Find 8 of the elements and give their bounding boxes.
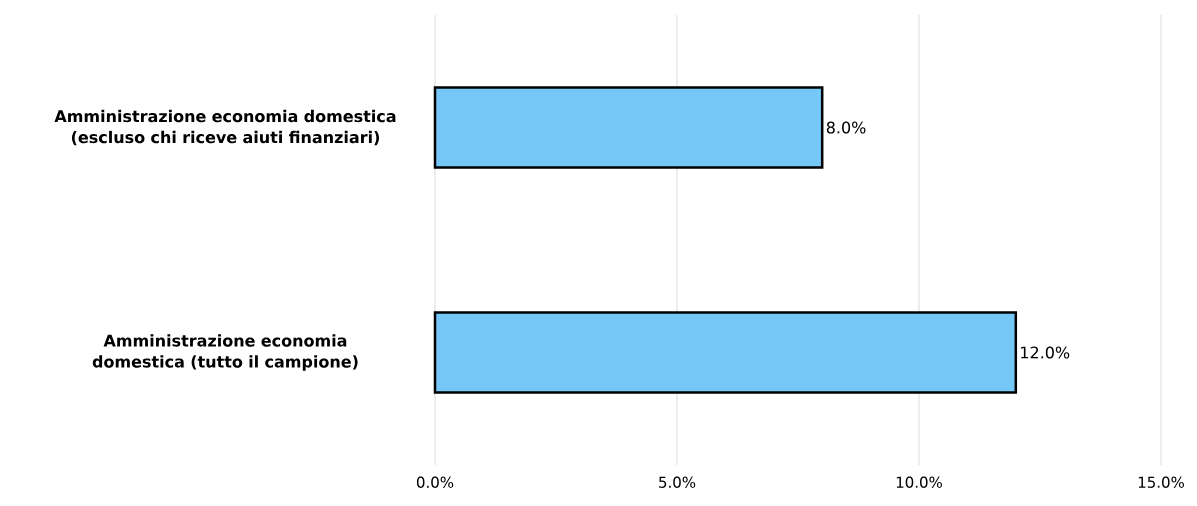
data-label: 8.0% [826,121,866,134]
x-tick-label: 10.0% [896,476,942,488]
x-tick-label: 15.0% [1138,476,1184,488]
y-tick-label: Amministrazione economia domestica (tutto il campione) [92,334,358,371]
data-label: 12.0% [1021,346,1070,359]
y-tick-label: Amministrazione economia domestica (escluso chi riceve aiuti finanziari) [54,109,396,146]
x-tick-label: 5.0% [659,476,696,488]
x-tick-label: 0.0% [416,476,454,488]
